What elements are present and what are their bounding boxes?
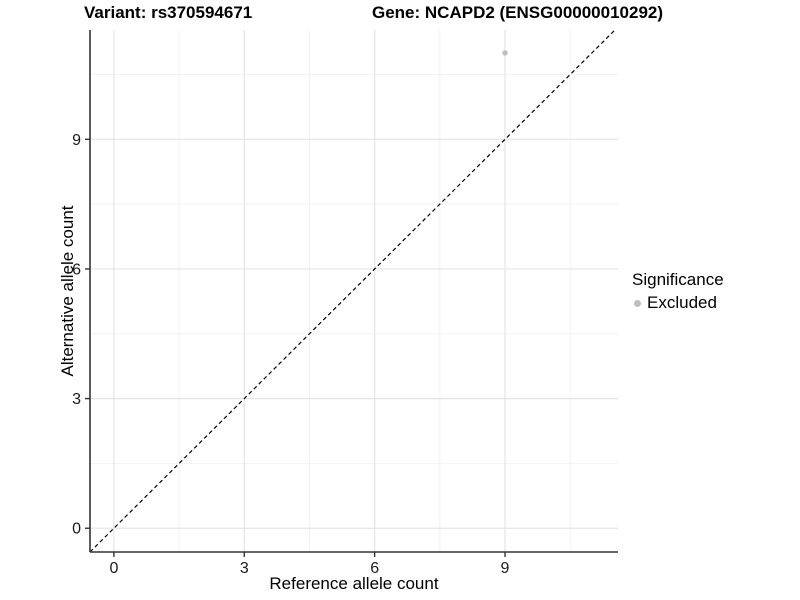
x-tick-label: 9 [501, 560, 510, 577]
x-axis-title: Reference allele count [269, 574, 439, 593]
plot-title-gene: Gene: NCAPD2 (ENSG00000010292) [372, 3, 664, 22]
y-tick-label: 9 [72, 132, 81, 149]
y-tick-label: 0 [72, 521, 81, 538]
x-tick-label: 0 [109, 560, 118, 577]
identity-line [89, 29, 616, 553]
data-point [502, 50, 508, 56]
legend-title: Significance [632, 270, 724, 289]
legend-key-dot-icon [634, 299, 641, 307]
y-tick-label: 3 [72, 391, 81, 408]
y-tick-label: 6 [72, 261, 81, 278]
plot-title-variant: Variant: rs370594671 [84, 3, 253, 22]
x-tick-label: 6 [370, 560, 379, 577]
x-tick-label: 3 [240, 560, 249, 577]
legend: Significance Excluded [630, 270, 724, 313]
legend-item-excluded: Excluded [634, 293, 724, 313]
y-axis-title: Alternative allele count [58, 205, 77, 377]
legend-item-label: Excluded [647, 293, 717, 312]
